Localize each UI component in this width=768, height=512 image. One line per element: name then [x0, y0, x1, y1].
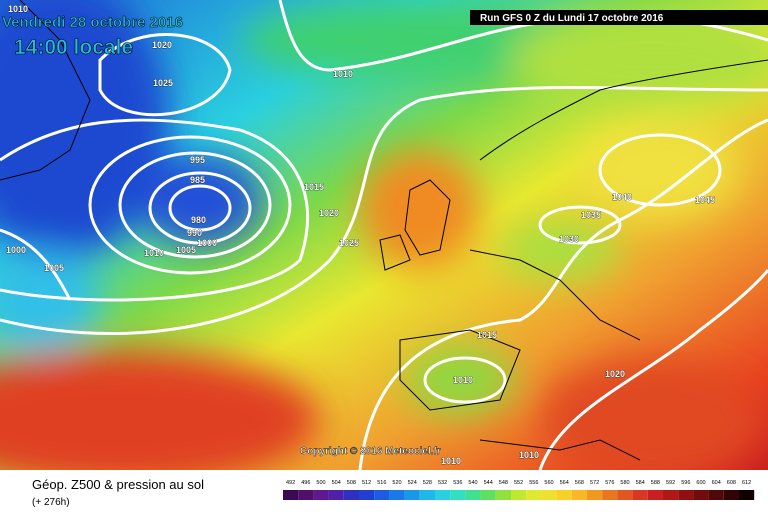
- scale-label: 552: [514, 480, 523, 486]
- scale-swatch: [465, 490, 481, 500]
- scale-label: 512: [362, 480, 371, 486]
- scale-swatch: [419, 490, 435, 500]
- scale-swatch: [587, 490, 603, 500]
- scale-label: 560: [544, 480, 553, 486]
- scale-swatch: [283, 490, 299, 500]
- scale-label: 608: [727, 480, 736, 486]
- scale-swatch: [328, 490, 344, 500]
- scale-swatch: [374, 490, 390, 500]
- scale-label: 508: [347, 480, 356, 486]
- footer-lead: (+ 276h): [32, 497, 70, 508]
- run-label: Run GFS 0 Z du Lundi 17 octobre 2016: [480, 13, 664, 24]
- scale-label: 588: [651, 480, 660, 486]
- isobar-label: 1040: [612, 192, 632, 202]
- scale-label: 584: [636, 480, 645, 486]
- scale-swatch: [678, 490, 694, 500]
- scale-swatch: [495, 490, 511, 500]
- scale-swatch: [526, 490, 542, 500]
- map-field: [0, 0, 768, 490]
- isobar-label: 1025: [153, 78, 173, 88]
- scale-label: 572: [590, 480, 599, 486]
- scale-swatch: [617, 490, 633, 500]
- scale-label: 544: [484, 480, 493, 486]
- scale-swatch: [663, 490, 679, 500]
- scale-label: 536: [453, 480, 462, 486]
- isobar-label: 1020: [605, 369, 625, 379]
- scale-swatch: [298, 490, 314, 500]
- isobar-label: 1005: [176, 245, 196, 255]
- scale-label: 564: [560, 480, 569, 486]
- scale-label: 612: [742, 480, 751, 486]
- isobar-label: 1010: [144, 248, 164, 258]
- isobar-label: 1010: [519, 450, 539, 460]
- footer-title: Géop. Z500 & pression au sol: [32, 477, 204, 492]
- date-label: Vendredi 28 octobre 2016: [2, 14, 183, 31]
- isobar-label: 985: [190, 175, 205, 185]
- isobar-label: 1020: [319, 208, 339, 218]
- isobar-label: 1010: [453, 375, 473, 385]
- scale-swatch: [359, 490, 375, 500]
- scale-swatch: [480, 490, 496, 500]
- isobar-label: 1035: [581, 210, 601, 220]
- run-box: [470, 10, 768, 25]
- scale-label: 548: [499, 480, 508, 486]
- scale-swatch: [723, 490, 739, 500]
- isobar-label: 995: [190, 155, 205, 165]
- scale-swatch: [541, 490, 557, 500]
- scale-swatch: [435, 490, 451, 500]
- scale-swatch: [693, 490, 709, 500]
- isobar-label: 1000: [197, 238, 217, 248]
- scale-swatch: [571, 490, 587, 500]
- color-scale: 492 496 500 504 508 512 516 520 524 528 532 536 540 5…: [283, 480, 755, 500]
- scale-swatch: [632, 490, 648, 500]
- scale-label: 516: [377, 480, 386, 486]
- scale-swatch: [708, 490, 724, 500]
- scale-label: 532: [438, 480, 447, 486]
- scale-swatch: [313, 490, 329, 500]
- scale-label: 528: [423, 480, 432, 486]
- isobar-label: 1020: [152, 40, 172, 50]
- scale-label: 524: [408, 480, 417, 486]
- scale-label: 600: [696, 480, 705, 486]
- scale-label: 592: [666, 480, 675, 486]
- scale-swatch: [511, 490, 527, 500]
- scale-swatch: [389, 490, 405, 500]
- scale-label: 540: [468, 480, 477, 486]
- scale-swatch: [343, 490, 359, 500]
- scale-label: 580: [620, 480, 629, 486]
- isobar-label: 1010: [441, 456, 461, 466]
- scale-swatch: [404, 490, 420, 500]
- scale-label: 496: [301, 480, 310, 486]
- isobar-labels: 1010 1020 1025 1010 995 985 980 990 1000…: [6, 4, 716, 467]
- isobar-label: 1045: [695, 195, 715, 205]
- time-label: 14:00 locale: [14, 36, 133, 59]
- scale-label: 596: [681, 480, 690, 486]
- scale-swatch: [602, 490, 618, 500]
- scale-swatch: [647, 490, 663, 500]
- copyright: Copyright © 2016 Meteociel.fr: [300, 446, 441, 457]
- isobar-label: 1005: [44, 263, 64, 273]
- scale-label: 504: [332, 480, 341, 486]
- isobar-label: 1015: [304, 182, 324, 192]
- isobar-label: 1010: [8, 4, 28, 14]
- scale-label: 500: [316, 480, 325, 486]
- scale-swatch: [556, 490, 572, 500]
- scale-label: 568: [575, 480, 584, 486]
- scale-swatch: [739, 490, 755, 500]
- isobar-label: 1010: [333, 69, 353, 79]
- scale-label: 492: [286, 480, 295, 486]
- isobar-label: 1025: [339, 238, 359, 248]
- isobar-label: 1015: [477, 330, 497, 340]
- scale-label: 556: [529, 480, 538, 486]
- scale-label: 604: [712, 480, 721, 486]
- isobar-label: 990: [187, 228, 202, 238]
- isobar-label: 1000: [6, 245, 26, 255]
- isobar-label: 1030: [559, 234, 579, 244]
- scale-swatch: [450, 490, 466, 500]
- scale-label: 520: [392, 480, 401, 486]
- scale-label: 576: [605, 480, 614, 486]
- isobar-label: 980: [191, 215, 206, 225]
